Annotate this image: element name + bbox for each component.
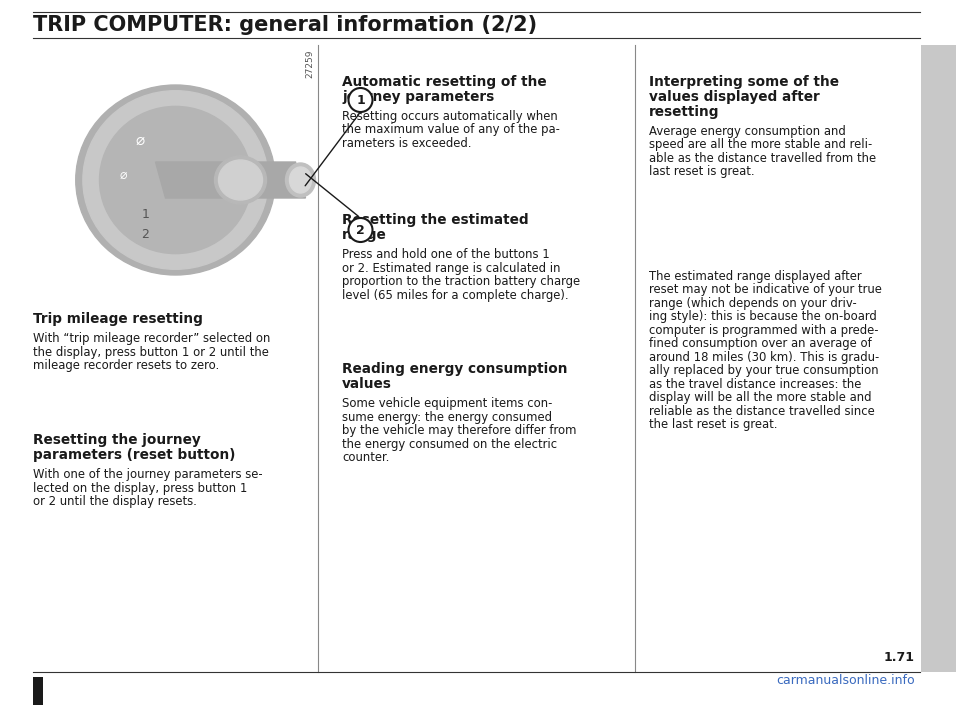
Text: lected on the display, press button 1: lected on the display, press button 1 xyxy=(33,481,248,495)
Polygon shape xyxy=(156,162,305,198)
Text: the display, press button 1 or 2 until the: the display, press button 1 or 2 until t… xyxy=(33,346,269,359)
Text: display will be all the more stable and: display will be all the more stable and xyxy=(649,391,872,404)
Ellipse shape xyxy=(214,156,267,204)
Text: With “trip mileage recorder” selected on: With “trip mileage recorder” selected on xyxy=(33,332,271,345)
Text: range (which depends on your driv-: range (which depends on your driv- xyxy=(649,297,856,310)
Text: Automatic resetting of the: Automatic resetting of the xyxy=(342,75,546,89)
Text: counter.: counter. xyxy=(342,451,390,464)
Ellipse shape xyxy=(76,85,276,275)
Text: 1: 1 xyxy=(356,94,365,106)
Text: able as the distance travelled from the: able as the distance travelled from the xyxy=(649,151,876,165)
Text: values: values xyxy=(342,377,392,391)
Text: around 18 miles (30 km). This is gradu-: around 18 miles (30 km). This is gradu- xyxy=(649,351,879,364)
Ellipse shape xyxy=(83,91,268,269)
Text: 2: 2 xyxy=(141,229,150,241)
Text: TRIP COMPUTER: general information (2/2): TRIP COMPUTER: general information (2/2) xyxy=(33,15,538,35)
Circle shape xyxy=(348,218,372,242)
Text: level (65 miles for a complete charge).: level (65 miles for a complete charge). xyxy=(342,288,568,302)
Text: resetting: resetting xyxy=(649,104,719,119)
Text: reliable as the distance travelled since: reliable as the distance travelled since xyxy=(649,405,875,417)
Text: 27259: 27259 xyxy=(305,50,315,79)
Text: Press and hold one of the buttons 1: Press and hold one of the buttons 1 xyxy=(342,248,550,261)
Text: 2: 2 xyxy=(356,224,365,236)
Text: the energy consumed on the electric: the energy consumed on the electric xyxy=(342,437,557,451)
Ellipse shape xyxy=(290,167,311,193)
Text: Average energy consumption and: Average energy consumption and xyxy=(649,124,846,138)
Text: computer is programmed with a prede-: computer is programmed with a prede- xyxy=(649,324,878,337)
Text: carmanualsonline.info: carmanualsonline.info xyxy=(777,674,915,687)
Text: mileage recorder resets to zero.: mileage recorder resets to zero. xyxy=(33,359,219,373)
Text: Resetting occurs automatically when: Resetting occurs automatically when xyxy=(342,109,558,123)
Text: ing style): this is because the on-board: ing style): this is because the on-board xyxy=(649,310,876,323)
Bar xyxy=(33,677,43,705)
Text: Reading energy consumption: Reading energy consumption xyxy=(342,362,567,376)
Text: or 2 until the display resets.: or 2 until the display resets. xyxy=(33,495,197,508)
Text: as the travel distance increases: the: as the travel distance increases: the xyxy=(649,378,861,391)
Text: parameters (reset button): parameters (reset button) xyxy=(33,448,235,462)
Text: sume energy: the energy consumed: sume energy: the energy consumed xyxy=(342,410,552,424)
Text: With one of the journey parameters se-: With one of the journey parameters se- xyxy=(33,468,263,481)
Text: journey parameters: journey parameters xyxy=(342,89,494,104)
Text: or 2. Estimated range is calculated in: or 2. Estimated range is calculated in xyxy=(342,261,561,275)
Text: by the vehicle may therefore differ from: by the vehicle may therefore differ from xyxy=(342,424,577,437)
Text: last reset is great.: last reset is great. xyxy=(649,165,755,178)
Text: fined consumption over an average of: fined consumption over an average of xyxy=(649,337,872,350)
Text: The estimated range displayed after: The estimated range displayed after xyxy=(649,270,862,283)
Text: the last reset is great.: the last reset is great. xyxy=(649,418,778,431)
Text: values displayed after: values displayed after xyxy=(649,89,820,104)
Text: Some vehicle equipment items con-: Some vehicle equipment items con- xyxy=(342,397,552,410)
Text: ally replaced by your true consumption: ally replaced by your true consumption xyxy=(649,364,878,377)
Text: ⌀: ⌀ xyxy=(136,133,145,148)
Ellipse shape xyxy=(219,160,262,200)
Text: ⌀: ⌀ xyxy=(120,168,128,182)
Text: reset may not be indicative of your true: reset may not be indicative of your true xyxy=(649,283,882,296)
Text: 1: 1 xyxy=(141,209,150,222)
Text: rameters is exceeded.: rameters is exceeded. xyxy=(342,136,471,150)
Text: Resetting the journey: Resetting the journey xyxy=(33,433,201,447)
Circle shape xyxy=(348,88,372,112)
Bar xyxy=(921,45,956,672)
Text: 1.71: 1.71 xyxy=(884,651,915,664)
Text: Interpreting some of the: Interpreting some of the xyxy=(649,75,839,89)
Text: range: range xyxy=(342,228,387,242)
Text: the maximum value of any of the pa-: the maximum value of any of the pa- xyxy=(342,123,560,136)
Text: proportion to the traction battery charge: proportion to the traction battery charg… xyxy=(342,275,580,288)
Ellipse shape xyxy=(100,106,252,253)
Text: Resetting the estimated: Resetting the estimated xyxy=(342,213,529,227)
Ellipse shape xyxy=(285,163,316,197)
Text: speed are all the more stable and reli-: speed are all the more stable and reli- xyxy=(649,138,873,151)
Text: Trip mileage resetting: Trip mileage resetting xyxy=(33,312,203,327)
